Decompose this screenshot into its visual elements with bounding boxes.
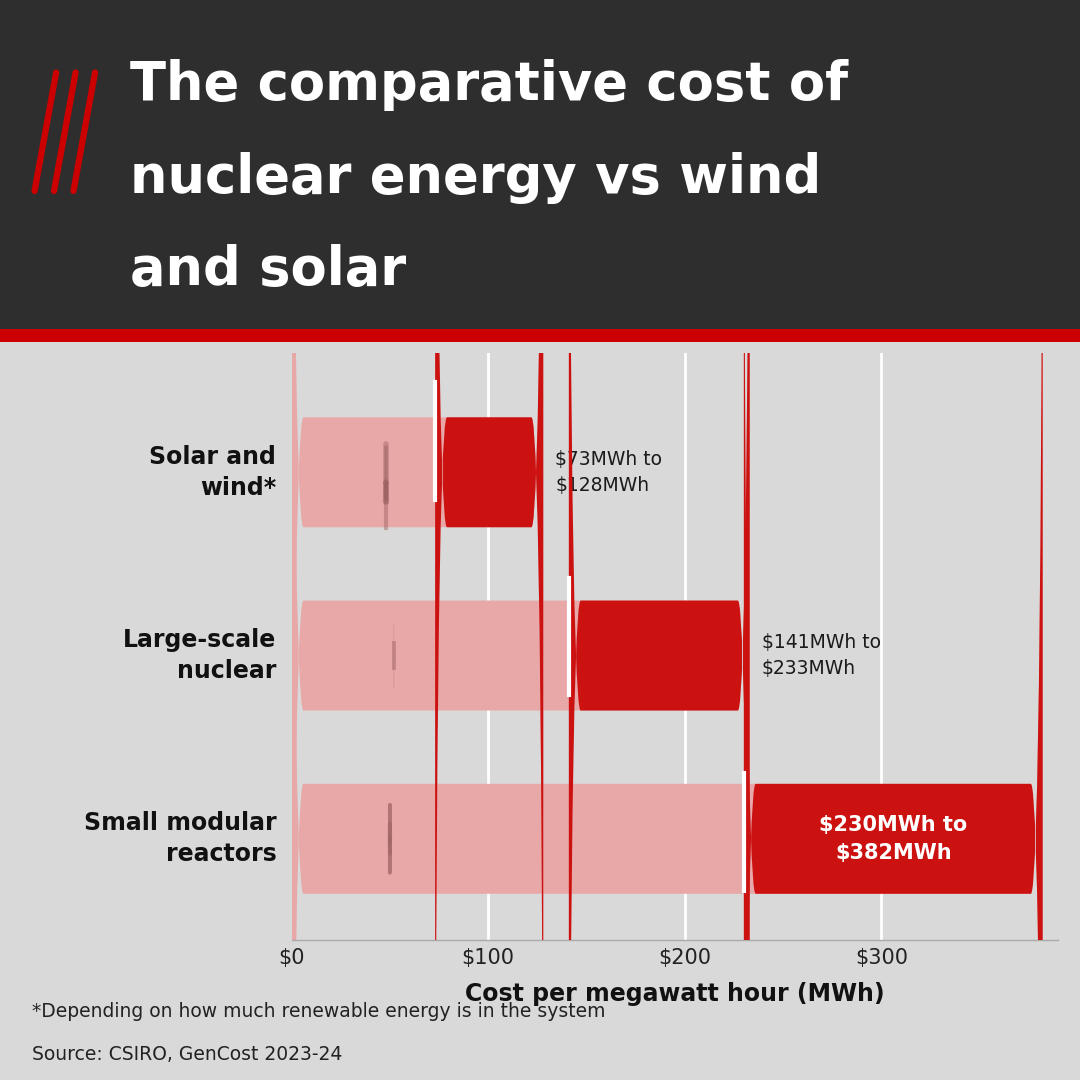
- Text: nuclear energy vs wind: nuclear energy vs wind: [130, 151, 821, 203]
- X-axis label: Cost per megawatt hour (MWh): Cost per megawatt hour (MWh): [465, 982, 885, 1005]
- Text: Solar and
wind*: Solar and wind*: [149, 445, 276, 500]
- FancyBboxPatch shape: [292, 0, 543, 1080]
- Text: $73MWh to
$128MWh: $73MWh to $128MWh: [555, 449, 662, 495]
- FancyBboxPatch shape: [292, 0, 750, 1080]
- FancyBboxPatch shape: [569, 0, 750, 1080]
- FancyBboxPatch shape: [292, 0, 1042, 1080]
- FancyBboxPatch shape: [435, 0, 543, 1080]
- Text: The comparative cost of: The comparative cost of: [130, 59, 848, 111]
- Text: Large-scale
nuclear: Large-scale nuclear: [123, 629, 276, 683]
- Text: Small modular
reactors: Small modular reactors: [83, 811, 276, 866]
- Text: and solar: and solar: [130, 244, 406, 296]
- Text: *Depending on how much renewable energy is in the system: *Depending on how much renewable energy …: [32, 1002, 606, 1022]
- FancyBboxPatch shape: [744, 0, 1042, 1080]
- Text: $141MWh to
$233MWh: $141MWh to $233MWh: [761, 633, 880, 678]
- Text: $230MWh to
$382MWh: $230MWh to $382MWh: [819, 814, 968, 863]
- Text: Source: CSIRO, GenCost 2023-24: Source: CSIRO, GenCost 2023-24: [32, 1045, 342, 1065]
